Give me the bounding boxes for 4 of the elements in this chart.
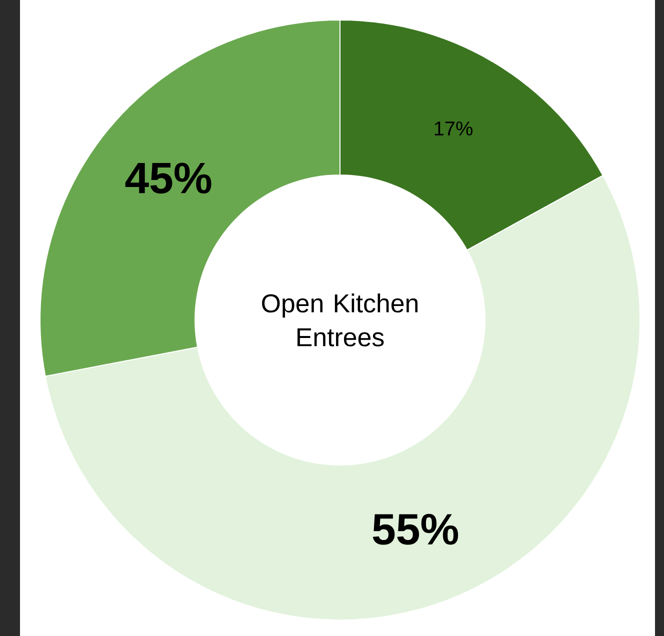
data-label: 17% xyxy=(434,121,472,136)
data-label: 55% xyxy=(372,514,458,545)
text: 45% xyxy=(125,162,212,194)
text: Open Kitchen Entrees xyxy=(262,294,418,346)
